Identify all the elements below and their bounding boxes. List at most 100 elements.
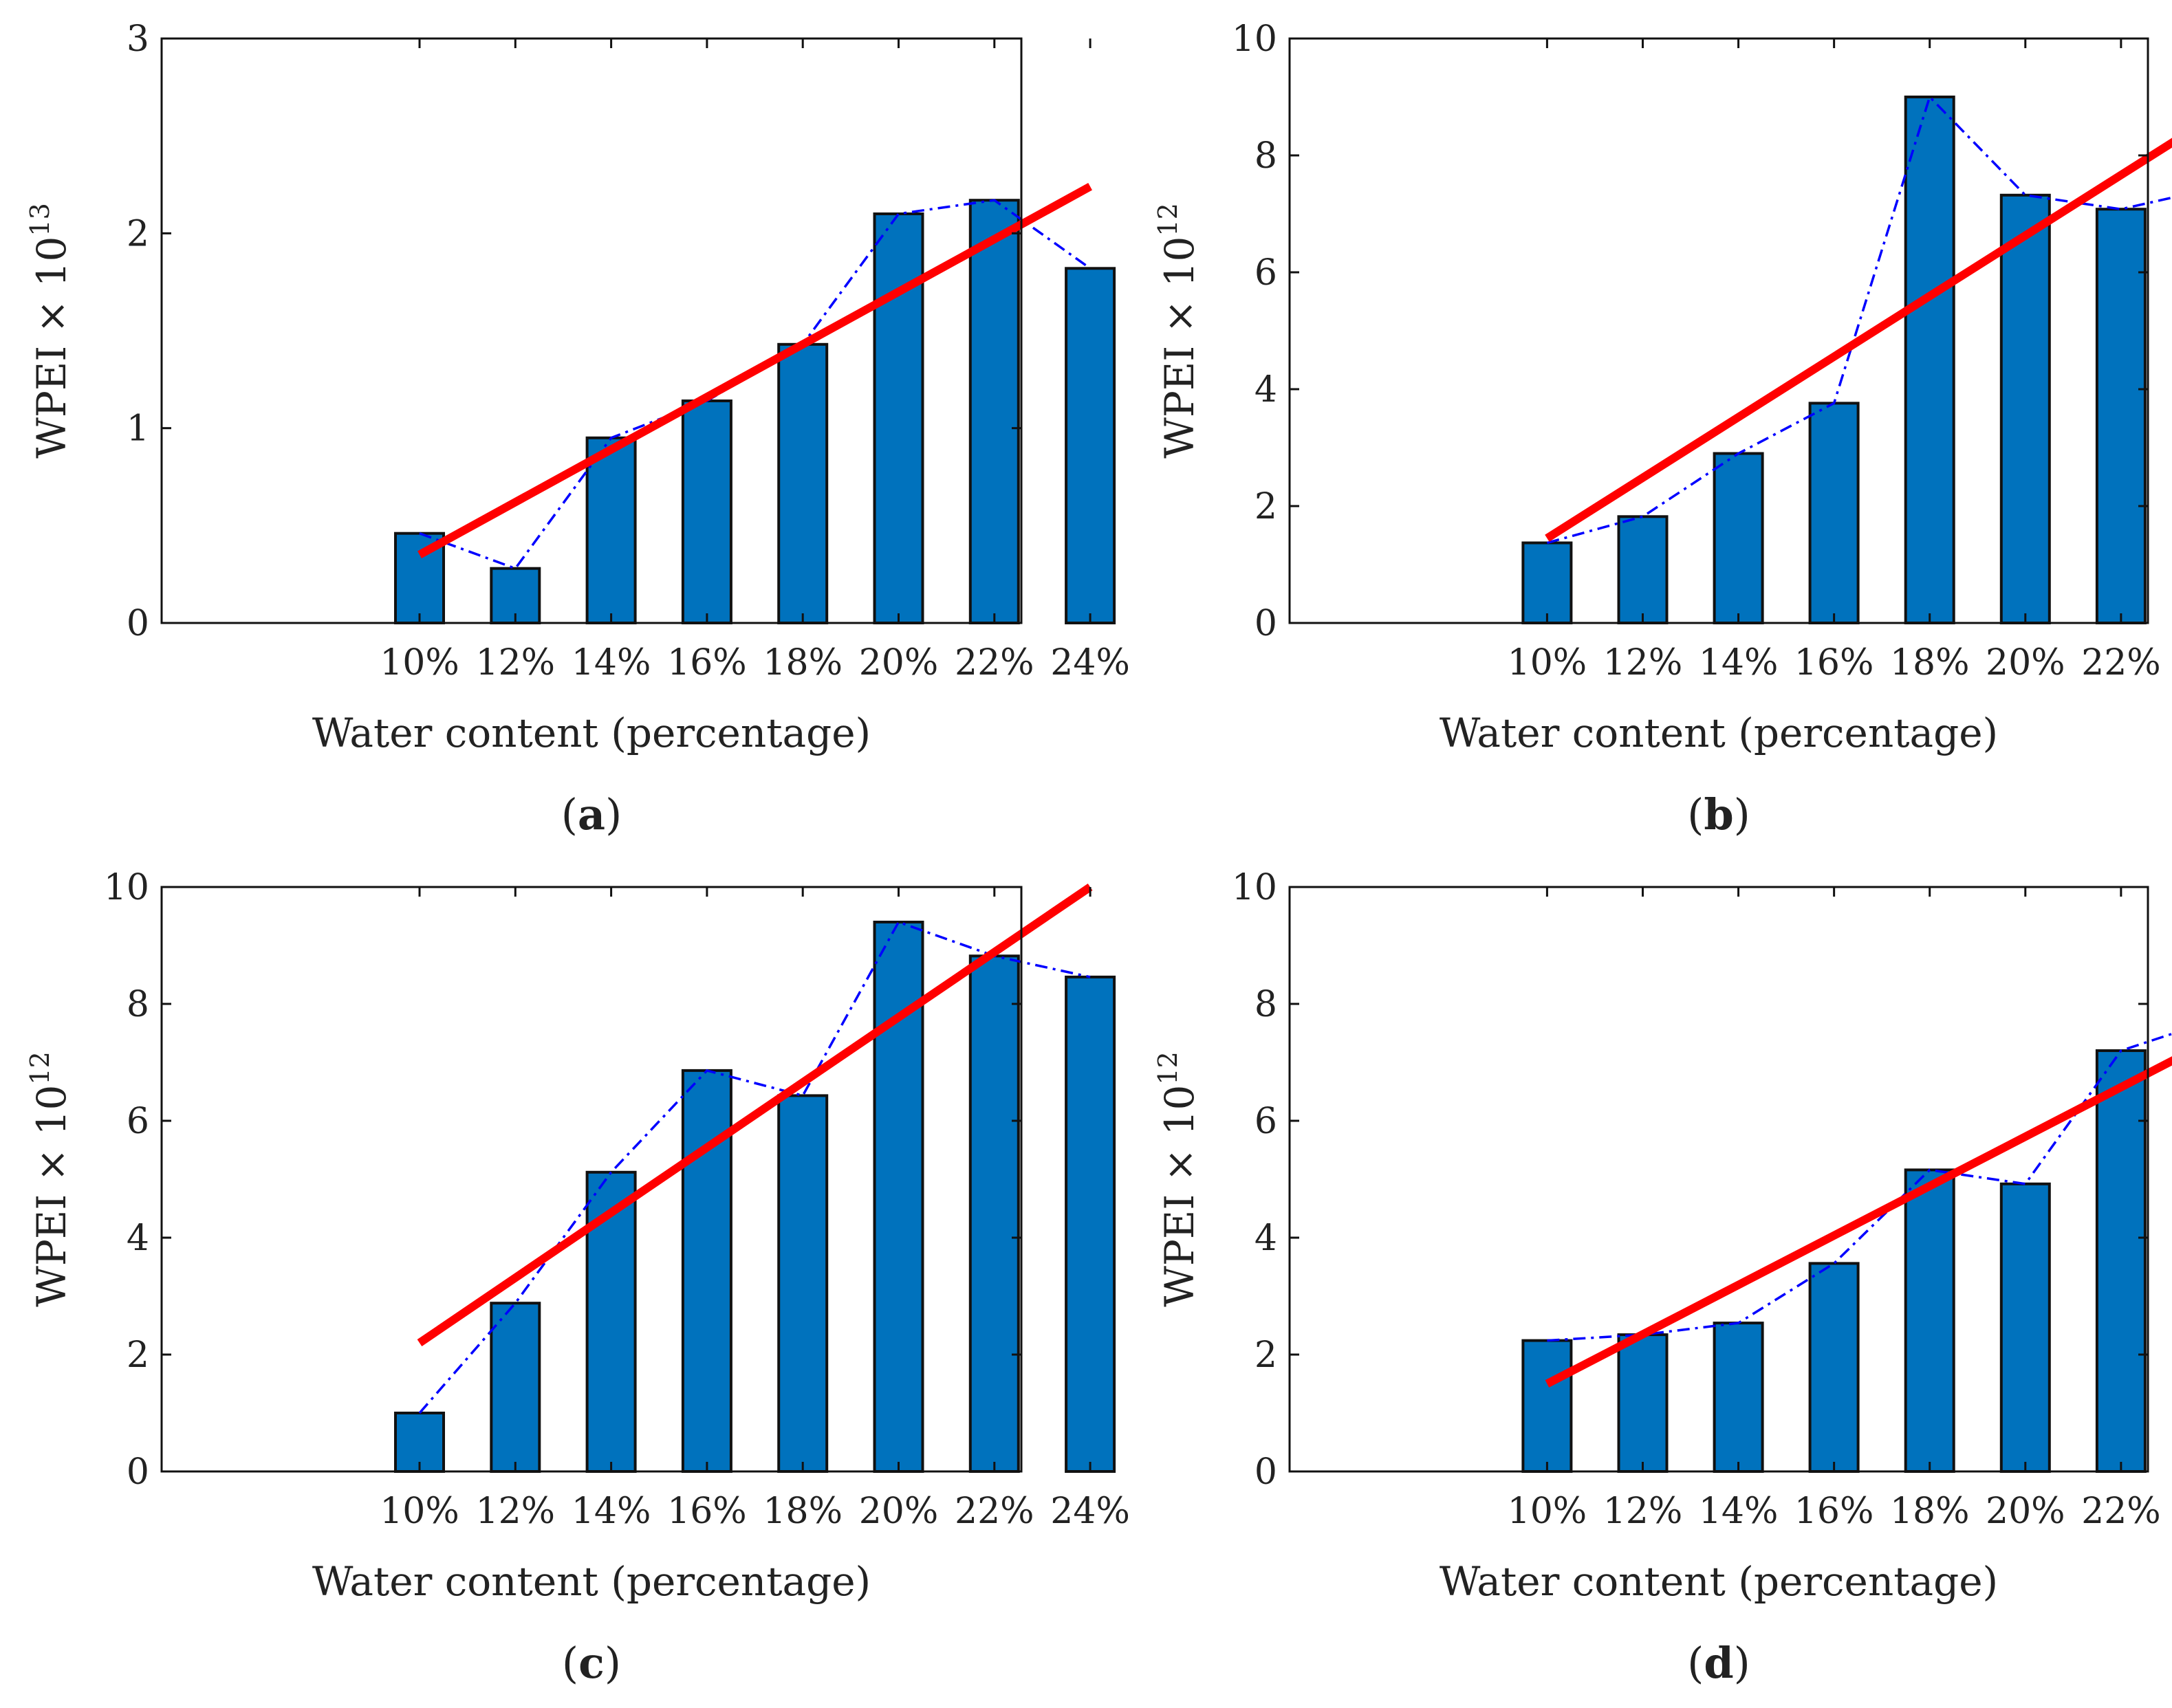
y-tick-label: 2 xyxy=(1255,486,1277,527)
y-tick-label: 10 xyxy=(104,867,149,908)
axes-box xyxy=(1288,886,2149,1473)
x-axis-label: Water content (percentage) xyxy=(1440,1558,1998,1605)
x-ticks: 10%12%14%16%18%20%22%24% xyxy=(380,887,1130,1532)
bar-22% xyxy=(2095,208,2147,624)
connector-polyline xyxy=(418,920,1091,1414)
y-tick-label: 8 xyxy=(1255,135,1277,177)
bar-14% xyxy=(585,436,637,624)
bar-16% xyxy=(1808,1262,1860,1474)
x-tick-label: 14% xyxy=(1699,1491,1779,1532)
bar-16% xyxy=(681,1069,732,1473)
y-tick-label: 0 xyxy=(1255,603,1277,644)
bar-22% xyxy=(968,954,1020,1474)
bar-16% xyxy=(1808,402,1860,625)
trend-line xyxy=(417,884,1093,1346)
x-tick-label: 12% xyxy=(476,642,556,683)
plot-frame xyxy=(160,886,1023,1473)
y-tick-label: 6 xyxy=(1255,252,1277,294)
x-tick-label: 12% xyxy=(1603,642,1683,683)
connector-line xyxy=(418,920,1091,1414)
panel-label: (c) xyxy=(562,1638,621,1688)
x-axis-label: Water content (percentage) xyxy=(1440,710,1998,756)
panel-letter: a xyxy=(578,789,605,840)
x-ticks: 10%12%14%16%18%20%22%24% xyxy=(1508,887,2161,1532)
y-tick-label: 2 xyxy=(1255,1335,1277,1376)
y-ticks: 0 1 2 3 xyxy=(127,19,1021,644)
x-tick-label: 22% xyxy=(2081,1491,2161,1532)
x-tick-label: 18% xyxy=(763,642,843,683)
trend-line xyxy=(417,183,1092,559)
x-tick-label: 10% xyxy=(380,1491,459,1532)
y-tick-label: 6 xyxy=(127,1101,149,1142)
plot-frame xyxy=(160,37,1023,624)
y-tick-label: 4 xyxy=(127,1218,149,1259)
y-tick-label: 0 xyxy=(127,603,149,644)
bar-20% xyxy=(1999,1182,2051,1474)
y-ticks: 0 2 4 6 8 10 xyxy=(1232,19,2148,644)
y-axis-label-base: WPEI × 10 xyxy=(1156,237,1203,459)
y-axis-label-exponent: 12 xyxy=(1153,203,1183,236)
y-axis-label-base: WPEI × 10 xyxy=(28,237,75,459)
x-tick-label: 24% xyxy=(1050,642,1130,683)
x-tick-label: 24% xyxy=(1050,1491,1130,1532)
trend-segment xyxy=(417,884,1093,1346)
y-axis-label-base: WPEI × 10 xyxy=(1156,1085,1203,1307)
y-axis-label: WPEI × 1013 xyxy=(25,203,75,459)
x-tick-label: 20% xyxy=(1986,642,2065,683)
trend-segment xyxy=(417,183,1092,559)
axes-box xyxy=(1288,37,2149,624)
x-ticks: 10%12%14%16%18%20%22%24% xyxy=(380,39,1130,683)
plot-frame xyxy=(1288,886,2149,1473)
bar-22% xyxy=(2095,1049,2147,1473)
x-axis-label: Water content (percentage) xyxy=(312,1558,871,1605)
x-tick-label: 22% xyxy=(955,642,1034,683)
y-ticks: 0 2 4 6 8 10 xyxy=(1232,867,2148,1493)
y-tick-label: 0 xyxy=(1255,1452,1277,1493)
y-axis-label-exponent: 13 xyxy=(25,203,55,236)
bar-24% xyxy=(1065,975,1116,1473)
bar-18% xyxy=(1904,96,1955,624)
bar-10% xyxy=(1521,541,1573,624)
bar-14% xyxy=(1713,452,1764,624)
x-tick-label: 12% xyxy=(476,1491,556,1532)
trend-line xyxy=(1545,138,2172,542)
x-tick-label: 10% xyxy=(1508,642,1587,683)
x-tick-label: 10% xyxy=(380,642,459,683)
connector-line xyxy=(1547,1032,2172,1342)
panel-letter: c xyxy=(578,1638,605,1688)
x-tick-label: 22% xyxy=(2081,642,2161,683)
x-tick-label: 16% xyxy=(1794,1491,1874,1532)
panel-a: 0 1 2 3 10% 12% 14% 16% 18% 20% 22% 24% Water cont… xyxy=(25,19,1130,840)
connector-polyline xyxy=(1546,94,2172,545)
y-tick-label: 2 xyxy=(127,1335,149,1376)
bars xyxy=(1521,1049,2147,1474)
axes-box xyxy=(160,37,1023,624)
bar-10% xyxy=(1521,1339,1573,1473)
y-ticks: 0 2 4 6 8 10 xyxy=(104,867,1021,1493)
connector-line xyxy=(1546,94,2172,545)
y-tick-label: 1 xyxy=(127,408,149,450)
x-tick-label: 12% xyxy=(1603,1491,1683,1532)
bar-20% xyxy=(1999,193,2051,624)
x-tick-label: 18% xyxy=(1890,1491,1970,1532)
x-tick-label: 22% xyxy=(955,1491,1034,1532)
y-axis-label-exponent: 12 xyxy=(25,1051,55,1084)
y-tick-label: 4 xyxy=(1255,369,1277,410)
panel-letter: d xyxy=(1704,1638,1733,1688)
y-axis-label: WPEI × 1012 xyxy=(1153,203,1203,459)
y-tick-label: 8 xyxy=(127,984,149,1025)
bar-18% xyxy=(1904,1168,1955,1474)
y-tick-label: 3 xyxy=(127,19,149,60)
axes-box xyxy=(160,886,1023,1473)
x-tick-label: 20% xyxy=(1986,1491,2065,1532)
trend-segment xyxy=(1545,1056,2172,1388)
panel-label: (b) xyxy=(1687,789,1750,840)
bar-20% xyxy=(873,212,924,624)
x-ticks: 10%12%14%16%18%20%22%24% xyxy=(1508,39,2161,683)
x-tick-label: 16% xyxy=(667,642,747,683)
x-tick-label: 14% xyxy=(572,1491,651,1532)
y-axis-label: WPEI × 1012 xyxy=(1153,1051,1203,1307)
bar-22% xyxy=(968,199,1020,624)
